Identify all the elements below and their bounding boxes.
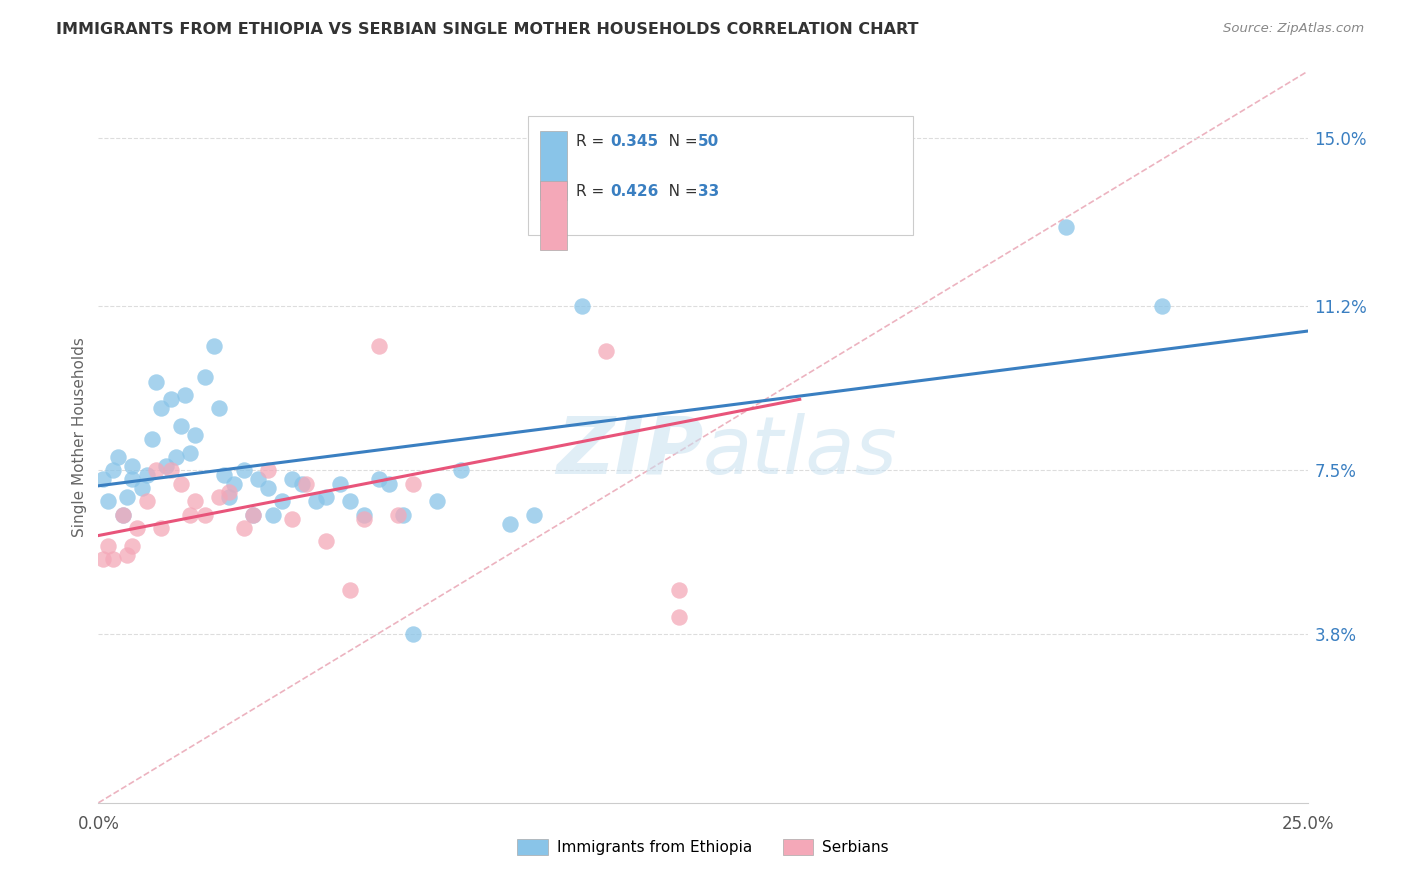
Text: 0.426: 0.426 <box>610 184 659 199</box>
Text: R =: R = <box>575 184 609 199</box>
Text: IMMIGRANTS FROM ETHIOPIA VS SERBIAN SINGLE MOTHER HOUSEHOLDS CORRELATION CHART: IMMIGRANTS FROM ETHIOPIA VS SERBIAN SING… <box>56 22 918 37</box>
Text: 0.345: 0.345 <box>610 134 658 149</box>
Point <box>194 370 217 384</box>
Point <box>232 463 254 477</box>
Point <box>141 432 163 446</box>
Point <box>402 476 425 491</box>
Point <box>668 582 690 597</box>
Point <box>329 476 352 491</box>
Point <box>135 494 157 508</box>
Point <box>169 476 191 491</box>
Point <box>212 467 235 482</box>
Point <box>145 463 167 477</box>
Point <box>222 476 245 491</box>
Point <box>117 490 139 504</box>
Point <box>169 419 191 434</box>
Point <box>498 516 520 531</box>
Point <box>281 512 304 526</box>
Point <box>765 139 787 153</box>
Point <box>242 508 264 522</box>
Point <box>368 339 391 353</box>
Point <box>1054 219 1077 234</box>
Point <box>101 552 124 566</box>
Point <box>523 508 546 522</box>
Point <box>256 481 278 495</box>
Point <box>295 476 318 491</box>
Point <box>668 609 690 624</box>
Point <box>377 476 399 491</box>
Point <box>145 375 167 389</box>
Point <box>160 392 183 407</box>
Point <box>1152 299 1174 313</box>
Point <box>91 472 114 486</box>
Point <box>339 494 361 508</box>
Point <box>450 463 472 477</box>
Point <box>247 472 270 486</box>
Point <box>218 485 240 500</box>
Point <box>117 548 139 562</box>
Point <box>97 539 120 553</box>
Point <box>91 552 114 566</box>
Point <box>353 512 375 526</box>
Point <box>353 508 375 522</box>
Point <box>232 521 254 535</box>
Point <box>121 458 143 473</box>
Point <box>179 508 201 522</box>
Point <box>271 494 294 508</box>
Point <box>165 450 187 464</box>
Text: N =: N = <box>654 134 703 149</box>
Point <box>97 494 120 508</box>
Text: 50: 50 <box>697 134 718 149</box>
Text: atlas: atlas <box>703 413 898 491</box>
Point <box>387 508 409 522</box>
Point <box>150 521 173 535</box>
Point <box>204 339 226 353</box>
Point <box>315 534 337 549</box>
Point <box>368 472 391 486</box>
Point <box>111 508 134 522</box>
Text: N =: N = <box>654 184 703 199</box>
Point <box>155 458 177 473</box>
Point <box>179 445 201 459</box>
Point <box>339 582 361 597</box>
Point <box>281 472 304 486</box>
Point <box>101 463 124 477</box>
Point <box>107 450 129 464</box>
Point <box>290 476 312 491</box>
Point <box>315 490 337 504</box>
Point <box>127 521 149 535</box>
Point <box>131 481 153 495</box>
Point <box>392 508 415 522</box>
Point <box>426 494 449 508</box>
Legend: Immigrants from Ethiopia, Serbians: Immigrants from Ethiopia, Serbians <box>510 833 896 861</box>
Point <box>121 539 143 553</box>
Point <box>111 508 134 522</box>
Text: Source: ZipAtlas.com: Source: ZipAtlas.com <box>1223 22 1364 36</box>
Text: R =: R = <box>575 134 609 149</box>
Point <box>218 490 240 504</box>
Point <box>160 463 183 477</box>
Point <box>595 343 617 358</box>
Point <box>121 472 143 486</box>
Point <box>208 490 231 504</box>
Text: ZIP: ZIP <box>555 413 703 491</box>
Point <box>571 299 593 313</box>
Point <box>208 401 231 416</box>
Point <box>242 508 264 522</box>
Point <box>256 463 278 477</box>
Point <box>194 508 217 522</box>
Point <box>262 508 284 522</box>
Y-axis label: Single Mother Households: Single Mother Households <box>72 337 87 537</box>
Point <box>135 467 157 482</box>
Point <box>402 627 425 641</box>
Point <box>305 494 328 508</box>
Text: 33: 33 <box>697 184 718 199</box>
Point <box>184 494 207 508</box>
Point <box>184 428 207 442</box>
Point <box>174 388 197 402</box>
Point <box>150 401 173 416</box>
